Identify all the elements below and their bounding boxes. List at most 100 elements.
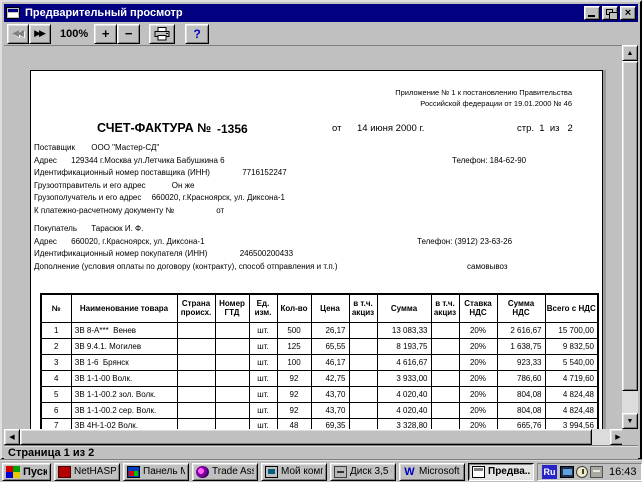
windows-logo-icon — [6, 465, 20, 478]
taskbar-button-panel[interactable]: Панель М... — [123, 462, 189, 481]
zoom-in-button[interactable]: + — [94, 23, 118, 44]
table-cell: 4 719,60 — [544, 369, 599, 387]
language-indicator[interactable]: Ru — [542, 464, 557, 479]
table-cell: 5 540,00 — [544, 353, 599, 371]
buyer-address-label: Адрес — [34, 236, 57, 246]
table-cell: 3 328,80 — [376, 417, 432, 429]
floppy-disk-icon — [334, 465, 347, 478]
toolbar: ◀◀ ▶▶ 100% + − ? — [4, 22, 638, 45]
table-cell: 20% — [458, 385, 498, 403]
table-cell: 804,08 — [496, 401, 546, 419]
restore-icon — [606, 9, 618, 20]
table-cell: ЗВ 1-6 Брянск — [70, 353, 178, 371]
supplier-inn-label: Идентификационный номер поставщика (ИНН) — [34, 168, 210, 177]
vertical-scroll-thumb[interactable] — [622, 61, 638, 391]
table-cell — [214, 401, 250, 419]
table-cell — [176, 417, 216, 429]
table-cell — [348, 369, 378, 387]
annex-line-2: Российской федерации от 19.01.2000 № 46 — [420, 99, 572, 108]
table-cell: ЗВ 1-1-00 Волк. — [70, 369, 178, 387]
table-cell — [348, 337, 378, 355]
horizontal-scroll-thumb[interactable] — [20, 429, 592, 445]
column-header: № — [40, 293, 72, 323]
table-cell: 92 — [276, 385, 312, 403]
taskbar-button-nethasp[interactable]: NetHASP ... — [54, 462, 120, 481]
table-cell: 3 933,00 — [376, 369, 432, 387]
taskbar-button-my-computer[interactable]: Мой комп... — [261, 462, 327, 481]
taskbar-button-floppy-disk[interactable]: Диск 3,5 (... — [330, 462, 396, 481]
table-cell: шт. — [248, 369, 278, 387]
table-cell — [348, 401, 378, 419]
table-cell: 92 — [276, 369, 312, 387]
addition-label: Дополнение (условия оплаты по договору (… — [34, 261, 338, 271]
annex-note: Приложение № 1 к постановлению Правитель… — [31, 71, 602, 109]
table-row: 3 ЗВ 1-6 Брянск шт. 100 46,17 4 616,67 20% 923,… — [40, 353, 599, 371]
table-cell: 20% — [458, 353, 498, 371]
title-bar[interactable]: Предварительный просмотр × — [4, 4, 638, 22]
table-cell — [176, 321, 216, 339]
supplier-name: ООО "Мастер-СД" — [91, 143, 160, 152]
table-cell: ЗВ 1-1-00.2 сер. Волк. — [70, 401, 178, 419]
table-cell: 20% — [458, 321, 498, 339]
buyer-phone: Телефон: (3912) 23-63-26 — [417, 236, 513, 246]
addition-line: Дополнение (условия оплаты по договору (… — [31, 262, 602, 275]
table-cell: 4 020,40 — [376, 401, 432, 419]
scroll-up-button[interactable]: ▲ — [622, 45, 638, 61]
table-cell: ЗВ 1-1-00.2 зол. Волк. — [70, 385, 178, 403]
supplier-address-line: Адрес 129344 г.Москва ул.Летчика Бабушки… — [31, 156, 602, 169]
taskbar-button-trade-assistant[interactable]: Trade Assi... — [192, 462, 258, 481]
table-cell — [176, 353, 216, 371]
status-bar: Страница 1 из 2 — [4, 445, 638, 460]
table-row: 2 ЗВ 9.4.1. Могилев шт. 125 65,55 8 193,75 20%… — [40, 337, 599, 355]
table-row: 5 ЗВ 1-1-00.2 зол. Волк. шт. 92 43,70 4 020,4… — [40, 385, 599, 403]
clock-tray-icon[interactable] — [576, 465, 588, 478]
table-cell: 15 700,00 — [544, 321, 599, 339]
table-cell: 43,70 — [310, 401, 350, 419]
minimize-button[interactable] — [584, 6, 600, 20]
supplier-block: Поставщик ООО "Мастер-СД" Адрес 129344 г… — [31, 143, 602, 218]
shipper-value: Он же — [171, 180, 195, 190]
scroll-left-button[interactable]: ◀ — [4, 429, 20, 445]
consignee-label: Грузополучатель и его адрес — [34, 193, 142, 202]
start-button[interactable]: Пуск — [2, 462, 51, 481]
monitor-tray-icon[interactable] — [560, 465, 574, 478]
annex-line-1: Приложение № 1 к постановлению Правитель… — [395, 88, 572, 97]
table-cell: шт. — [248, 321, 278, 339]
payment-doc-line: К платежно-расчетному документу № от — [31, 206, 602, 219]
consignee-value: 660020, г.Красноярск, ул. Диксона-1 — [151, 193, 285, 202]
table-cell: 4 616,67 — [376, 353, 432, 371]
table-cell: 20% — [458, 337, 498, 355]
print-button[interactable] — [149, 23, 176, 44]
table-cell: 6 — [40, 401, 72, 419]
table-cell: 5 — [40, 385, 72, 403]
zoom-out-button[interactable]: − — [117, 23, 141, 44]
taskbar-button-preview-active[interactable]: Предва... — [468, 462, 534, 481]
table-row: 1 ЗВ 8-А*** Венев шт. 500 26,17 13 083,33 20% 2… — [40, 321, 599, 339]
buyer-inn: 246500200433 — [239, 249, 294, 258]
horizontal-scrollbar[interactable]: ◀ ▶ — [4, 429, 626, 445]
scroll-down-button[interactable]: ▼ — [622, 413, 638, 429]
column-header: Ед. изм. — [248, 293, 278, 323]
table-cell — [348, 417, 378, 429]
window-title: Предварительный просмотр — [25, 7, 183, 19]
table-cell: 4 020,40 — [376, 385, 432, 403]
vertical-scrollbar[interactable]: ▲ ▼ — [622, 45, 638, 429]
previous-page-button[interactable]: ◀◀ — [7, 23, 29, 44]
invoice-page-ref: стр. 1 из 2 — [517, 123, 573, 134]
column-header: Сумма НДС — [496, 293, 546, 323]
scheduler-tray-icon[interactable] — [590, 465, 603, 478]
table-cell: 3 — [40, 353, 72, 371]
table-cell — [214, 385, 250, 403]
supplier-inn: 7716152247 — [242, 168, 287, 177]
table-cell: 26,17 — [310, 321, 350, 339]
restore-button[interactable] — [602, 6, 618, 20]
help-button[interactable]: ? — [185, 23, 210, 44]
document-page: Приложение № 1 к постановлению Правитель… — [30, 70, 603, 429]
table-cell: 3 994,56 — [544, 417, 599, 429]
close-button[interactable]: × — [620, 6, 636, 20]
nethasp-icon — [58, 465, 71, 478]
taskbar-button-microsoft-word[interactable]: W Microsoft ... — [399, 462, 465, 481]
next-page-button[interactable]: ▶▶ — [29, 23, 51, 44]
clock: 16:43 — [609, 465, 637, 478]
table-cell — [348, 385, 378, 403]
